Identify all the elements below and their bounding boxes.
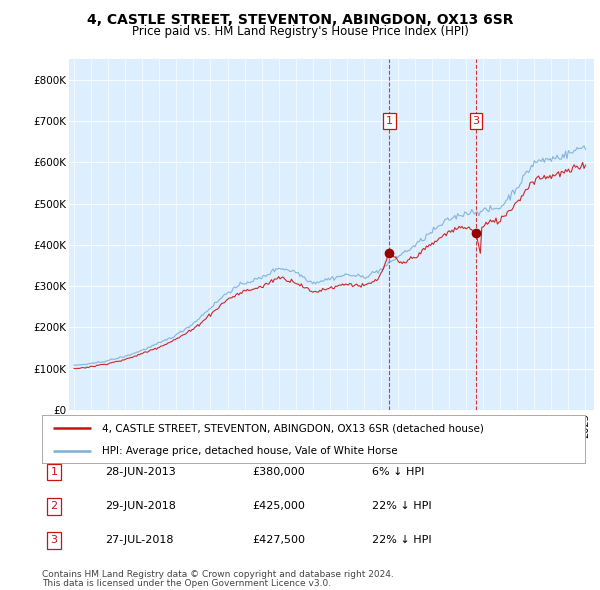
Text: Price paid vs. HM Land Registry's House Price Index (HPI): Price paid vs. HM Land Registry's House … <box>131 25 469 38</box>
Text: £380,000: £380,000 <box>252 467 305 477</box>
Text: 22% ↓ HPI: 22% ↓ HPI <box>372 502 431 511</box>
Text: 4, CASTLE STREET, STEVENTON, ABINGDON, OX13 6SR: 4, CASTLE STREET, STEVENTON, ABINGDON, O… <box>87 13 513 27</box>
Text: £427,500: £427,500 <box>252 536 305 545</box>
Text: 6% ↓ HPI: 6% ↓ HPI <box>372 467 424 477</box>
Text: 2: 2 <box>50 502 58 511</box>
Text: 4, CASTLE STREET, STEVENTON, ABINGDON, OX13 6SR (detached house): 4, CASTLE STREET, STEVENTON, ABINGDON, O… <box>102 423 484 433</box>
Text: 1: 1 <box>386 116 393 126</box>
Text: Contains HM Land Registry data © Crown copyright and database right 2024.: Contains HM Land Registry data © Crown c… <box>42 570 394 579</box>
Text: 27-JUL-2018: 27-JUL-2018 <box>105 536 173 545</box>
Text: HPI: Average price, detached house, Vale of White Horse: HPI: Average price, detached house, Vale… <box>102 446 397 456</box>
Text: 28-JUN-2013: 28-JUN-2013 <box>105 467 176 477</box>
Text: 3: 3 <box>473 116 479 126</box>
Text: 22% ↓ HPI: 22% ↓ HPI <box>372 536 431 545</box>
Text: This data is licensed under the Open Government Licence v3.0.: This data is licensed under the Open Gov… <box>42 579 331 588</box>
Text: £425,000: £425,000 <box>252 502 305 511</box>
Text: 1: 1 <box>50 467 58 477</box>
Text: 29-JUN-2018: 29-JUN-2018 <box>105 502 176 511</box>
Text: 3: 3 <box>50 536 58 545</box>
